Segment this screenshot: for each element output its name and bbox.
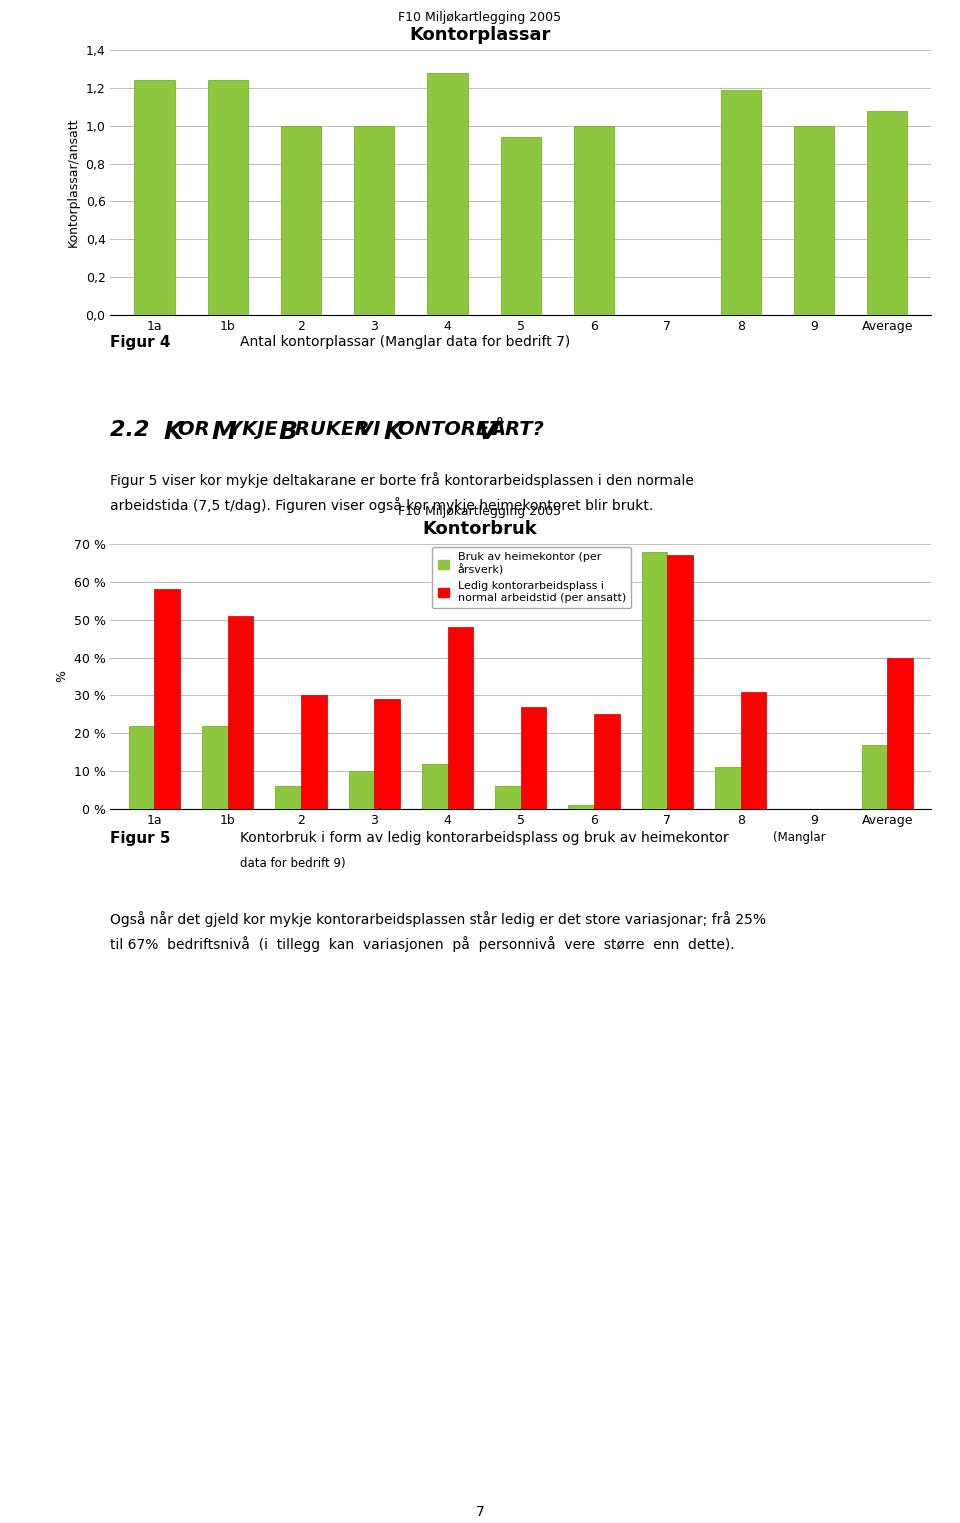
Text: til 67%  bedriftsnivå  (i  tillegg  kan  variasjonen  på  personnivå  vere  stør: til 67% bedriftsnivå (i tillegg kan vari… [110, 937, 735, 952]
Text: ÅRT?: ÅRT? [491, 420, 544, 439]
Text: B: B [278, 420, 298, 445]
Bar [447, 627, 473, 809]
Text: VI: VI [358, 420, 387, 439]
Bar [129, 726, 155, 809]
Text: Kontorbruk: Kontorbruk [422, 519, 538, 538]
Y-axis label: %: % [55, 670, 68, 682]
Bar [280, 126, 321, 315]
Text: Antal kontorplassar (Manglar data for bedrift 7): Antal kontorplassar (Manglar data for be… [240, 335, 570, 349]
Text: V: V [477, 420, 496, 445]
Bar [568, 806, 594, 809]
Text: 2.2: 2.2 [110, 420, 165, 440]
Bar [495, 786, 520, 809]
Bar [155, 589, 180, 809]
Text: K: K [163, 420, 182, 445]
Text: F10 Miljøkartlegging 2005: F10 Miljøkartlegging 2005 [398, 506, 562, 518]
Text: Figur 5 viser kor mykje deltakarane er borte frå kontorarbeidsplassen i den norm: Figur 5 viser kor mykje deltakarane er b… [110, 472, 694, 487]
Bar [421, 763, 447, 809]
Bar [574, 126, 614, 315]
Text: (Manglar: (Manglar [773, 832, 826, 844]
Bar [427, 73, 468, 315]
Text: data for bedrift 9): data for bedrift 9) [240, 857, 346, 870]
Text: RUKER: RUKER [295, 420, 376, 439]
Text: F10 Miljøkartlegging 2005: F10 Miljøkartlegging 2005 [398, 11, 562, 24]
Text: 7: 7 [475, 1505, 485, 1518]
Text: Figur 5: Figur 5 [110, 832, 171, 845]
Legend: Bruk av heimekontor (per
årsverk), Ledig kontorarbeidsplass i
normal arbeidstid : Bruk av heimekontor (per årsverk), Ledig… [432, 547, 632, 609]
Bar [354, 126, 395, 315]
Text: Også når det gjeld kor mykje kontorarbeidsplassen står ledig er det store varias: Også når det gjeld kor mykje kontorarbei… [110, 911, 766, 928]
Bar [520, 707, 546, 809]
Bar [300, 696, 326, 809]
Bar [207, 81, 248, 315]
Bar [134, 81, 175, 315]
Bar [202, 726, 228, 809]
Y-axis label: Kontorplassar/ansatt: Kontorplassar/ansatt [67, 117, 80, 247]
Text: K: K [383, 420, 402, 445]
Text: YKJE: YKJE [228, 420, 285, 439]
Bar [594, 714, 620, 809]
Bar [794, 126, 834, 315]
Bar [741, 691, 766, 809]
Bar [867, 111, 907, 315]
Text: M: M [211, 420, 236, 445]
Bar [276, 786, 300, 809]
Bar [667, 556, 693, 809]
Bar [715, 768, 741, 809]
Text: arbeidstida (7,5 t/dag). Figuren viser også kor mykje heimekontoret blir brukt.: arbeidstida (7,5 t/dag). Figuren viser o… [110, 496, 654, 513]
Bar [887, 658, 913, 809]
Text: Kontorplassar: Kontorplassar [409, 26, 551, 44]
Text: Figur 4: Figur 4 [110, 335, 171, 350]
Text: ONTORET: ONTORET [398, 420, 510, 439]
Bar [501, 137, 540, 315]
Text: Kontorbruk i form av ledig kontorarbeidsplass og bruk av heimekontor: Kontorbruk i form av ledig kontorarbeids… [240, 832, 729, 845]
Text: OR: OR [178, 420, 216, 439]
Bar [721, 90, 761, 315]
Bar [348, 771, 374, 809]
Bar [861, 745, 887, 809]
Bar [641, 551, 667, 809]
Bar [228, 615, 253, 809]
Bar [374, 699, 400, 809]
